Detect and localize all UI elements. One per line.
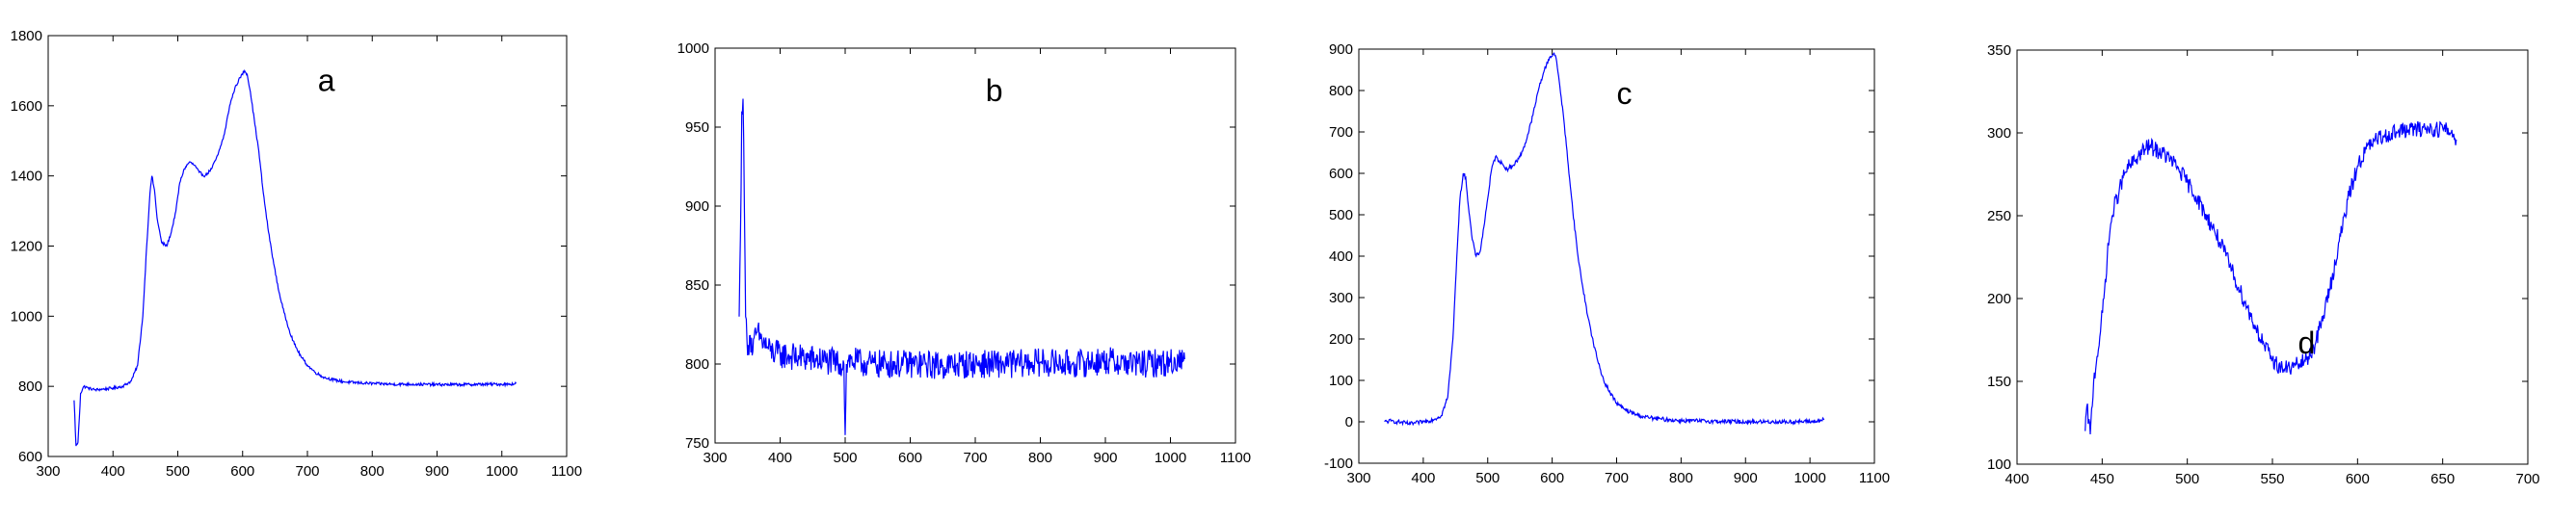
x-tick-label: 400 <box>1411 470 1435 486</box>
y-tick-label: 500 <box>1329 207 1353 223</box>
axes-frame <box>1358 48 1875 464</box>
x-tick-label: 600 <box>1540 470 1564 486</box>
y-tick-label: 850 <box>685 277 709 294</box>
y-tick-label: 950 <box>685 119 709 136</box>
y-tick-label: 250 <box>1987 208 2011 224</box>
series-line <box>738 98 1185 435</box>
x-tick-label: 550 <box>2260 471 2284 487</box>
panel-label: c <box>1617 76 1633 111</box>
y-tick-label: 300 <box>1987 125 2011 142</box>
y-tick-label: 1800 <box>11 28 42 44</box>
y-tick-label: 100 <box>1329 373 1353 389</box>
chart-d-svg: 400 450 500 550 600 650 700 100 150 200 250 300 350 d <box>1987 42 2540 487</box>
x-tick-label: 800 <box>1028 450 1052 466</box>
x-tick-label: 600 <box>898 450 922 466</box>
chart-panel-d: 400 450 500 550 600 650 700 100 150 200 250 300 350 d <box>1908 0 2576 521</box>
x-tick-label: 1100 <box>551 463 582 480</box>
panel-label: b <box>986 73 1003 108</box>
y-tick-label: 800 <box>685 356 709 373</box>
x-tick-label: 1100 <box>1220 450 1251 466</box>
series-line <box>73 68 518 447</box>
x-tick-label: 700 <box>1605 470 1629 486</box>
y-tick-label: 800 <box>1329 83 1353 99</box>
y-tick-label: 700 <box>1329 124 1353 141</box>
x-tick-label: 450 <box>2090 471 2114 487</box>
x-tick-label: 300 <box>703 450 727 466</box>
x-tick-label: 1000 <box>1793 470 1825 486</box>
x-tick-label: 900 <box>1093 450 1117 466</box>
series-line <box>1384 52 1825 427</box>
x-tick-label: 900 <box>425 463 449 480</box>
series-line <box>2085 120 2457 435</box>
axes-frame <box>2016 49 2529 465</box>
x-tick-label: 650 <box>2430 471 2455 487</box>
x-tick-label: 500 <box>2175 471 2199 487</box>
y-tick-label: 350 <box>1987 42 2011 59</box>
x-tick-label: 600 <box>2346 471 2370 487</box>
x-tick-label: 500 <box>166 463 190 480</box>
y-tick-label: 800 <box>18 378 42 395</box>
y-tick-label: 150 <box>1987 374 2011 390</box>
x-tick-label: 700 <box>2515 471 2539 487</box>
y-tick-label: 600 <box>18 449 42 465</box>
x-tick-label: 800 <box>1669 470 1693 486</box>
x-tick-label: 1000 <box>1155 450 1186 466</box>
x-tick-label: 500 <box>833 450 857 466</box>
x-tick-label: 700 <box>295 463 319 480</box>
y-tick-label: 900 <box>1329 41 1353 58</box>
y-tick-label: 1600 <box>11 98 42 115</box>
y-tick-label: 300 <box>1329 290 1353 306</box>
y-tick-label: 1000 <box>677 40 709 57</box>
x-tick-label: 400 <box>2005 471 2029 487</box>
chart-c-svg: 300 400 500 600 700 800 900 1000 1100 -100 0 100 200… <box>1324 41 1890 486</box>
y-tick-label: 1200 <box>11 239 42 255</box>
x-tick-label: 700 <box>963 450 987 466</box>
y-tick-label: 1000 <box>11 308 42 325</box>
chart-b-svg: 300 400 500 600 700 800 900 1000 1100 750 800 850 90… <box>677 40 1252 466</box>
y-tick-label: 900 <box>685 198 709 215</box>
y-tick-label: 600 <box>1329 166 1353 182</box>
axes-frame <box>714 47 1236 444</box>
panel-label: d <box>2298 326 2316 360</box>
x-tick-label: 800 <box>360 463 385 480</box>
y-tick-label: 750 <box>685 435 709 452</box>
axes-frame <box>47 35 568 457</box>
chart-panel-a: 300 400 500 600 700 800 900 1000 1100 600 800 1000 1… <box>0 0 617 521</box>
x-tick-label: 300 <box>1346 470 1370 486</box>
x-tick-label: 400 <box>101 463 125 480</box>
y-tick-label: 100 <box>1987 456 2011 473</box>
y-tick-label: -100 <box>1324 456 1353 472</box>
y-tick-label: 0 <box>1345 414 1353 430</box>
chart-panel-c: 300 400 500 600 700 800 900 1000 1100 -100 0 100 200… <box>1253 0 1908 521</box>
x-tick-label: 500 <box>1475 470 1500 486</box>
y-tick-label: 1400 <box>11 169 42 185</box>
x-tick-label: 900 <box>1734 470 1758 486</box>
chart-panel-b: 300 400 500 600 700 800 900 1000 1100 750 800 850 90… <box>617 0 1253 521</box>
x-tick-label: 400 <box>768 450 792 466</box>
x-tick-label: 1100 <box>1859 470 1890 486</box>
x-tick-label: 1000 <box>486 463 518 480</box>
y-tick-label: 200 <box>1987 291 2011 307</box>
x-tick-label: 600 <box>230 463 254 480</box>
chart-a-svg: 300 400 500 600 700 800 900 1000 1100 600 800 1000 1… <box>11 28 583 480</box>
x-tick-label: 300 <box>36 463 60 480</box>
y-tick-label: 200 <box>1329 331 1353 348</box>
y-tick-label: 400 <box>1329 248 1353 265</box>
panel-label: a <box>318 64 335 98</box>
